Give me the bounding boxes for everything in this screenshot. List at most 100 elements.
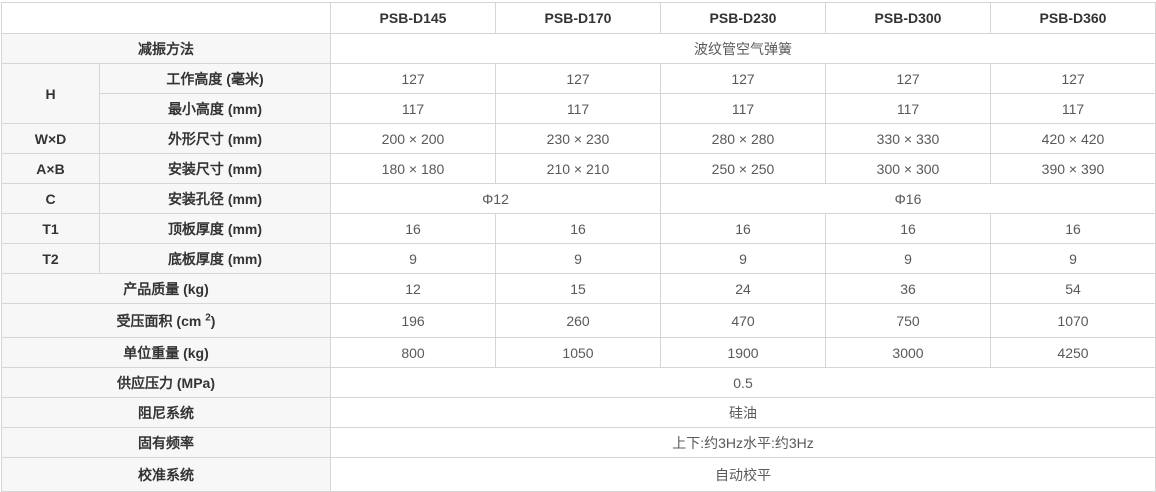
value-leveling-system: 自动校平 [330,457,1156,492]
row-working-height: H 工作高度 (毫米) 127 127 127 127 127 [1,63,1156,124]
row-label-working-height: 工作高度 (毫米) [99,63,331,94]
row-label-pressure-area: 受压面积 (cm 2) [1,303,331,338]
value-cell: 12 [330,273,496,304]
value-cell: 420 × 420 [990,123,1156,154]
pressure-area-label-superscript: 2 [205,311,211,323]
row-label-bottom-plate: 底板厚度 (mm) [99,243,331,274]
value-cell: 117 [990,93,1156,124]
value-cell: 127 [660,63,826,94]
row-mounting-size: A×B 安装尺寸 (mm) 180 × 180 210 × 210 250 × … [1,153,1156,184]
row-symbol-t2: T2 [1,243,100,274]
value-cell: 127 [330,63,496,94]
value-cell: 4250 [990,337,1156,368]
value-cell: 9 [495,243,661,274]
value-hole-large: Φ16 [660,183,1156,214]
value-cell: 1050 [495,337,661,368]
row-symbol-wxd: W×D [1,123,100,154]
value-cell: 260 [495,303,661,338]
row-label-product-mass: 产品质量 (kg) [1,273,331,304]
header-row: PSB-D145 PSB-D170 PSB-D230 PSB-D300 PSB-… [1,2,1156,34]
value-cell: 127 [825,63,991,94]
row-label-top-plate: 顶板厚度 (mm) [99,213,331,244]
row-natural-frequency: 固有频率 上下:约3Hz水平:约3Hz [1,427,1156,458]
value-cell: 470 [660,303,826,338]
value-cell: 16 [330,213,496,244]
row-unit-load: 单位重量 (kg) 800 1050 1900 3000 4250 [1,337,1156,368]
row-leveling-system: 校准系统 自动校平 [1,457,1156,492]
value-cell: 230 × 230 [495,123,661,154]
value-cell: 180 × 180 [330,153,496,184]
value-damping-system: 硅油 [330,397,1156,428]
row-product-mass: 产品质量 (kg) 12 15 24 36 54 [1,273,1156,304]
value-cell: 196 [330,303,496,338]
value-hole-small: Φ12 [330,183,661,214]
value-cell: 9 [825,243,991,274]
value-cell: 1070 [990,303,1156,338]
value-cell: 16 [660,213,826,244]
row-label-unit-load: 单位重量 (kg) [1,337,331,368]
row-mounting-hole: C 安装孔径 (mm) Φ12 Φ16 [1,183,1156,214]
value-cell: 15 [495,273,661,304]
value-cell: 127 [495,63,661,94]
value-cell: 36 [825,273,991,304]
value-cell: 750 [825,303,991,338]
row-supply-pressure: 供应压力 (MPa) 0.5 [1,367,1156,398]
value-cell: 127 [990,63,1156,94]
value-cell: 16 [990,213,1156,244]
column-header-model-3: PSB-D230 [660,2,826,34]
row-pressure-area: 受压面积 (cm 2) 196 260 470 750 1070 [1,303,1156,338]
row-label-supply-pressure: 供应压力 (MPa) [1,367,331,398]
value-cell: 9 [660,243,826,274]
value-cell: 800 [330,337,496,368]
value-cell: 250 × 250 [660,153,826,184]
column-header-model-1: PSB-D145 [330,2,496,34]
value-cell: 210 × 210 [495,153,661,184]
value-cell: 117 [660,93,826,124]
column-header-model-5: PSB-D360 [990,2,1156,34]
row-damping-system: 阻尼系统 硅油 [1,397,1156,428]
value-cell: 117 [330,93,496,124]
row-label-outer-size: 外形尺寸 (mm) [99,123,331,154]
pressure-area-label-close: ) [210,312,216,329]
row-label-damping-method: 减振方法 [1,33,331,64]
row-symbol-t1: T1 [1,213,100,244]
value-cell: 1900 [660,337,826,368]
row-symbol-axb: A×B [1,153,100,184]
row-label-natural-frequency: 固有频率 [1,427,331,458]
value-cell: 117 [825,93,991,124]
row-outer-size: W×D 外形尺寸 (mm) 200 × 200 230 × 230 280 × … [1,123,1156,154]
value-supply-pressure: 0.5 [330,367,1156,398]
value-cell: 9 [990,243,1156,274]
value-cell: 280 × 280 [660,123,826,154]
column-header-model-2: PSB-D170 [495,2,661,34]
corner-cell [1,2,331,34]
value-cell: 117 [495,93,661,124]
row-label-damping-system: 阻尼系统 [1,397,331,428]
row-symbol-h: H [1,63,100,124]
column-header-model-4: PSB-D300 [825,2,991,34]
row-label-mounting-size: 安装尺寸 (mm) [99,153,331,184]
value-cell: 16 [495,213,661,244]
row-label-leveling-system: 校准系统 [1,457,331,492]
value-cell: 3000 [825,337,991,368]
value-natural-frequency: 上下:约3Hz水平:约3Hz [330,427,1156,458]
row-damping-method: 减振方法 波纹管空气弹簧 [1,33,1156,64]
row-min-height: 最小高度 (mm) 117 117 117 117 117 [2,93,1156,124]
value-cell: 16 [825,213,991,244]
row-label-mounting-hole: 安装孔径 (mm) [99,183,331,214]
value-cell: 9 [330,243,496,274]
value-cell: 390 × 390 [990,153,1156,184]
value-cell: 54 [990,273,1156,304]
value-cell: 200 × 200 [330,123,496,154]
pressure-area-label-text: 受压面积 (cm [116,312,206,329]
row-bottom-plate: T2 底板厚度 (mm) 9 9 9 9 9 [1,243,1156,274]
value-cell: 300 × 300 [825,153,991,184]
value-cell: 330 × 330 [825,123,991,154]
row-top-plate: T1 顶板厚度 (mm) 16 16 16 16 16 [1,213,1156,244]
value-damping-method: 波纹管空气弹簧 [330,33,1156,64]
value-cell: 24 [660,273,826,304]
row-label-min-height: 最小高度 (mm) [99,93,331,124]
row-symbol-c: C [1,183,100,214]
